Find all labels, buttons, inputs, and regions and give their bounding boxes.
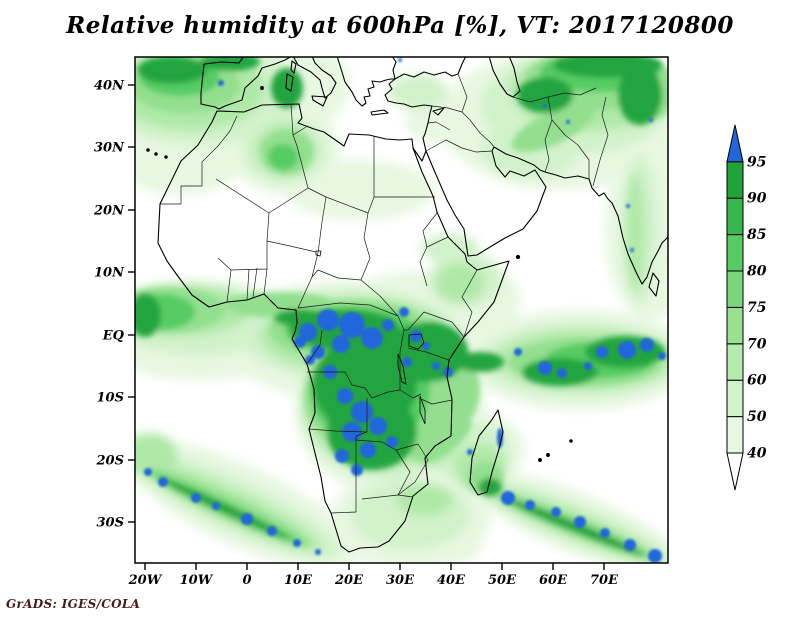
lat-tick-label: 30S [97,516,124,531]
longitude-axis: 20W 10W 0 10E 20E 30E 40E 50E 60E 70E [128,563,619,588]
colorbar-label: 85 [747,227,766,243]
colorbar-segment [726,306,744,345]
colorbar-label: 80 [747,264,767,280]
coastlines [146,57,668,553]
italy-coastline [292,57,337,99]
blacksea-west-coastline [392,57,397,80]
island-dot [538,458,542,462]
blacksea-north-coastline [394,57,467,80]
island-dot [146,148,150,152]
lake-tanganyika [397,353,407,385]
cyprus-island [432,107,445,116]
colorbar-label: 50 [747,409,767,425]
plot-title: Relative humidity at 600hPa [%], VT: 201… [66,12,734,39]
lon-tick-label: 10W [180,573,214,588]
colorbar-label: 75 [747,300,766,316]
humidity-field [135,57,668,563]
map-frame [134,56,669,564]
lon-tick-label: 40E [437,573,466,588]
colorbar-segment [726,234,744,272]
srilanka-island [648,272,660,297]
lon-tick-label: 50E [488,573,517,588]
lat-tick-label: 20S [96,454,124,469]
balkans-greece-coastline [336,57,395,107]
lat-tick-label: 40N [94,79,125,94]
country-borders [160,73,609,514]
lat-tick-label: 20N [93,204,125,219]
corsica-island [290,60,297,74]
sicily-island [311,95,328,107]
sardinia-island [285,73,294,92]
colorbar-segment [726,270,744,308]
colorbar-segment [726,197,744,236]
lon-tick-label: 60E [539,573,568,588]
humidity-dark-shades [135,57,668,559]
lon-tick-label: 70E [590,573,619,588]
lon-tick-label: 20E [334,573,364,588]
madagascar-island [469,409,504,496]
colorbar-label: 40 [747,446,767,462]
lat-tick-label: EQ [102,329,125,344]
colorbar-under-arrow [726,452,744,491]
island-dot [164,155,168,159]
humidity-saturated-cores [144,58,666,563]
lat-tick-label: 10S [97,391,124,406]
grads-attribution: GrADS: IGES/COLA [6,597,141,611]
colorbar-segment [726,416,744,454]
colorbar-over-arrow [726,124,744,163]
colorbar: 40 50 60 70 75 80 85 90 95 [726,124,767,491]
island-dot [154,152,158,156]
lon-tick-label: 20W [128,573,163,588]
colorbar-segment [726,161,744,199]
turkey-levant-coastline [384,78,433,152]
iberia-coastline [200,57,292,110]
colorbar-segment [726,379,744,418]
island-dot [260,86,264,90]
lon-tick-label: 0 [242,573,251,588]
lon-tick-label: 10E [284,573,313,588]
colorbar-label: 60 [747,373,767,389]
arabia-india-coastline [412,146,668,285]
crete-island [370,109,389,116]
colorbar-label: 90 [747,191,767,207]
lat-tick-label: 10N [94,266,125,281]
lake-victoria [408,333,425,350]
lake-malawi [419,395,426,425]
latitude-axis: 40N 30N 20N 10N EQ 10S 20S 30S [93,79,135,531]
lon-tick-label: 30E [386,573,415,588]
colorbar-label: 95 [747,154,766,170]
island-dot [546,453,550,457]
lat-tick-label: 30N [94,141,125,156]
colorbar-label: 70 [747,336,767,352]
lake-chad [315,250,322,257]
island-dot [515,254,521,260]
africa-coastline [157,103,510,553]
lakes [315,250,426,425]
island-dot [569,439,573,443]
colorbar-segment [726,343,744,381]
